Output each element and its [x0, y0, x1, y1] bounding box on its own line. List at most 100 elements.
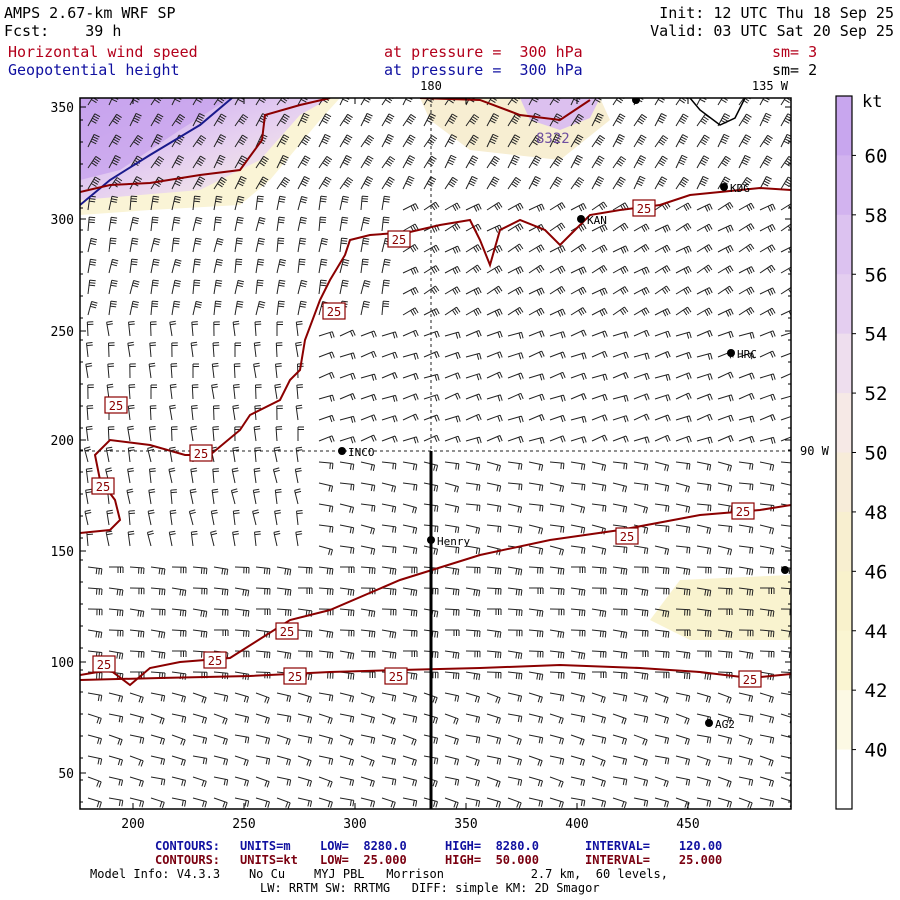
colorbar-label: 54	[865, 324, 888, 346]
wind-barb	[234, 713, 250, 724]
wind-barb	[780, 461, 791, 464]
wind-barb	[276, 113, 290, 127]
wind-barb	[633, 587, 649, 597]
wind-barb	[297, 755, 312, 767]
station-marker: KDG	[720, 182, 750, 195]
wind-barb	[234, 114, 249, 127]
wind-barb	[402, 524, 418, 534]
wind-barb	[528, 776, 543, 787]
wind-barb	[528, 244, 545, 253]
wind-barb	[717, 755, 733, 765]
wind-barb	[612, 222, 629, 232]
wind-barb	[402, 692, 417, 703]
wind-barb	[633, 329, 650, 337]
wind-barb	[254, 531, 261, 547]
wind-barb	[654, 265, 671, 274]
field2-level: at pressure = 300 hPa	[384, 61, 583, 79]
wind-barb	[486, 308, 503, 317]
wind-barb	[465, 587, 481, 597]
wind-barb	[696, 650, 712, 658]
wind-barb	[213, 587, 229, 596]
wind-barb	[591, 330, 608, 338]
wind-barb	[171, 342, 178, 358]
wind-barb	[232, 509, 240, 526]
wind-barb	[210, 509, 218, 526]
wind-barb	[465, 244, 482, 253]
wind-barb	[486, 755, 502, 765]
wind-barb	[465, 545, 481, 555]
wind-barb	[276, 300, 285, 316]
wind-barb	[381, 566, 397, 575]
wind-barb	[318, 734, 333, 745]
wind-barb	[318, 394, 335, 402]
wind-barb	[780, 650, 791, 658]
init-time: Init: 12 UTC Thu 18 Sep 25	[659, 4, 894, 22]
wind-barb	[171, 713, 187, 723]
wind-barb	[445, 629, 460, 636]
wind-barb	[465, 330, 482, 338]
wind-barb	[612, 776, 628, 786]
wind-barb	[717, 482, 733, 492]
wind-barb	[381, 372, 398, 380]
wind-barb	[633, 713, 649, 723]
wind-barb	[528, 608, 544, 617]
wind-barb	[381, 279, 390, 295]
wind-barb	[444, 331, 461, 339]
wind-barb	[528, 176, 541, 190]
wind-barb	[549, 265, 566, 274]
wind-barb	[591, 134, 606, 148]
wind-barb	[423, 113, 436, 127]
wind-barb	[255, 734, 271, 745]
wind-barb	[759, 482, 775, 492]
wind-barb	[129, 258, 138, 274]
wind-barb	[465, 524, 481, 535]
meridian-180-label: 180	[420, 79, 442, 93]
wind-barb	[169, 404, 176, 421]
wind-barb	[675, 134, 689, 148]
contour2-low: LOW= 25.000	[320, 853, 407, 867]
wind-barb	[130, 671, 145, 678]
wind-barb	[465, 755, 480, 767]
wind-barb	[360, 524, 375, 535]
wind-barb	[675, 671, 691, 680]
station-dot	[781, 566, 789, 574]
wind-barb	[612, 98, 625, 106]
wind-barb	[381, 608, 397, 616]
wind-barb	[360, 98, 372, 106]
contour2-units: UNITS=kt	[240, 853, 298, 867]
wind-barb	[738, 566, 754, 576]
wind-barb	[675, 113, 689, 127]
wind-barb	[360, 713, 375, 724]
wind-barb	[696, 461, 712, 471]
wind-barb	[360, 300, 370, 316]
wind-barb	[591, 155, 605, 169]
wind-barb	[444, 222, 461, 232]
wind-barb	[591, 503, 607, 512]
wind-barb	[381, 482, 397, 493]
wind-barb	[654, 629, 670, 638]
contour1-units: UNITS=m	[240, 839, 291, 853]
wind-barb	[717, 545, 733, 556]
wind-barb	[780, 436, 791, 442]
wind-barb	[360, 608, 376, 618]
wind-barb	[402, 482, 418, 491]
wind-barb	[591, 692, 606, 704]
wind-barb	[402, 352, 419, 360]
wind-barb	[738, 524, 754, 534]
wind-barb	[759, 134, 773, 148]
wind-barb	[255, 217, 266, 232]
wind-barb	[633, 113, 648, 127]
wind-barb	[696, 566, 712, 574]
wind-barb	[127, 341, 135, 358]
wind-barb	[738, 608, 754, 617]
wind-barb	[759, 692, 774, 703]
wind-barb	[465, 373, 482, 381]
wind-barb	[150, 776, 166, 786]
wind-barb	[318, 713, 333, 725]
wind-barb	[570, 524, 586, 534]
wind-barb	[528, 755, 543, 767]
wind-barb	[213, 608, 229, 616]
wind-barb	[129, 629, 145, 638]
wind-barb	[612, 415, 629, 423]
wind-barb	[381, 331, 398, 339]
